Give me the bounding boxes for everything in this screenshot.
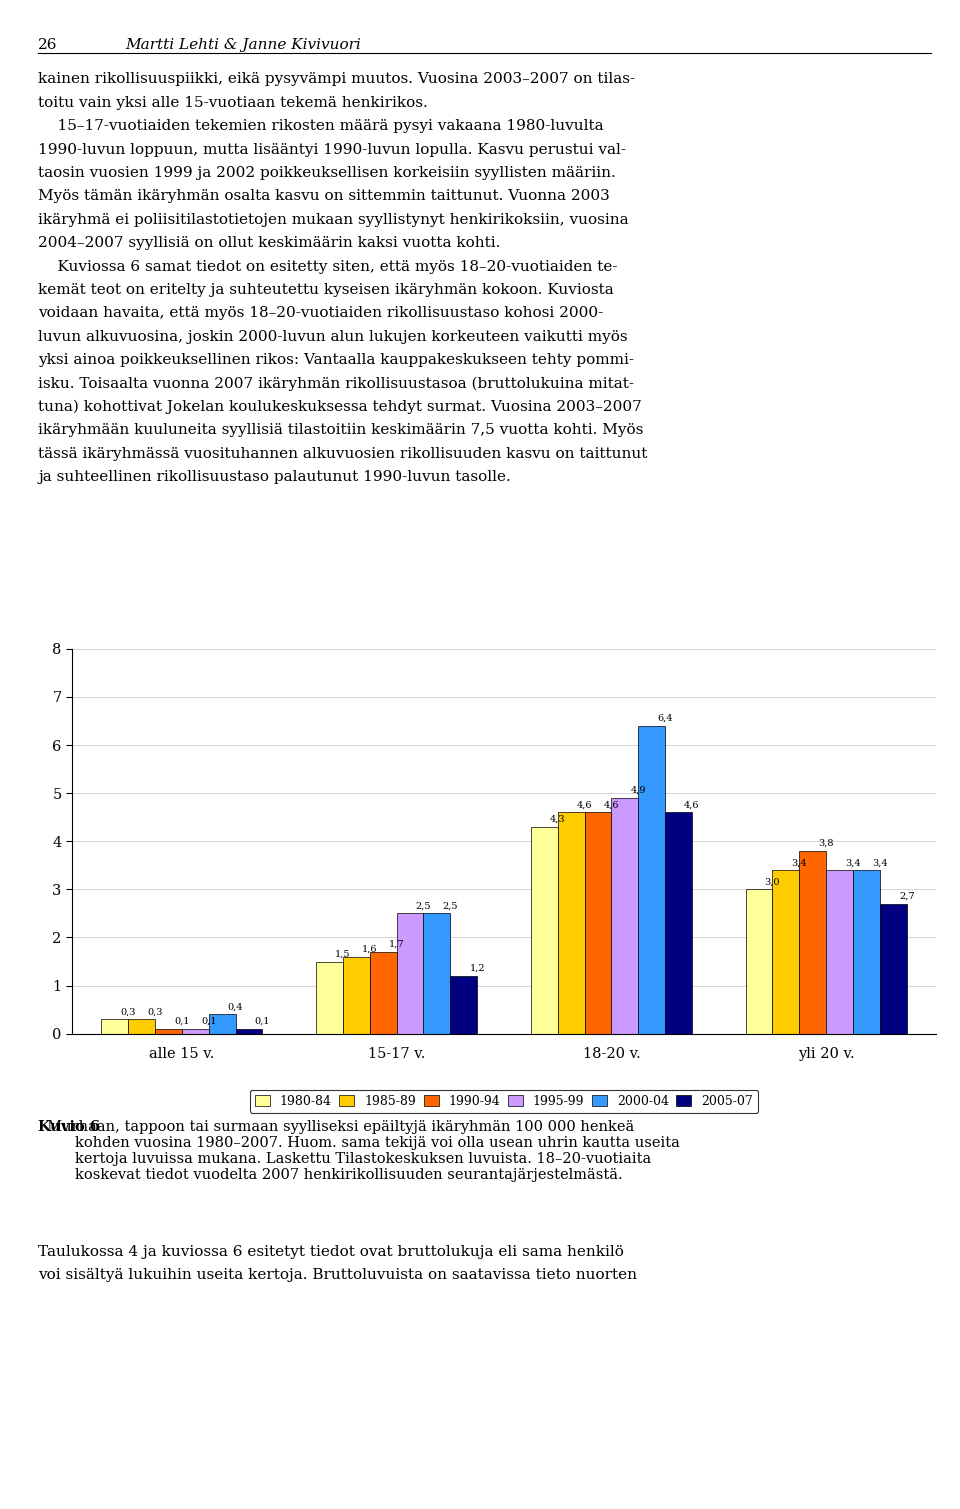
Bar: [155, 1029, 181, 1034]
Bar: [128, 1019, 155, 1034]
Text: tuna) kohottivat Jokelan koulukeskuksessa tehdyt surmat. Vuosina 2003–2007: tuna) kohottivat Jokelan koulukeskuksess…: [38, 400, 642, 415]
Bar: [396, 913, 423, 1034]
Text: yksi ainoa poikkeuksellinen rikos: Vantaalla kauppakeskukseen tehty pommi-: yksi ainoa poikkeuksellinen rikos: Vanta…: [38, 353, 635, 367]
Bar: [773, 871, 800, 1034]
Text: 1,2: 1,2: [469, 964, 485, 973]
Bar: [208, 1014, 235, 1034]
Text: 1990-luvun loppuun, mutta lisääntyi 1990-luvun lopulla. Kasvu perustui val-: 1990-luvun loppuun, mutta lisääntyi 1990…: [38, 143, 626, 157]
Bar: [638, 726, 665, 1034]
Legend: 1980-84, 1985-89, 1990-94, 1995-99, 2000-04, 2005-07: 1980-84, 1985-89, 1990-94, 1995-99, 2000…: [250, 1089, 758, 1114]
Text: toitu vain yksi alle 15-vuotiaan tekemä henkirikos.: toitu vain yksi alle 15-vuotiaan tekemä …: [38, 97, 428, 110]
Text: 1,6: 1,6: [362, 945, 377, 954]
Text: Kuvio 6: Kuvio 6: [38, 1120, 101, 1133]
Text: 4,9: 4,9: [631, 786, 646, 795]
Text: 2004–2007 syyllisiä on ollut keskimäärin kaksi vuotta kohti.: 2004–2007 syyllisiä on ollut keskimäärin…: [38, 237, 501, 250]
Text: ikäryhmä ei poliisitilastotietojen mukaan syyllistynyt henkirikoksiin, vuosina: ikäryhmä ei poliisitilastotietojen mukaa…: [38, 213, 629, 226]
Text: 3,4: 3,4: [872, 859, 888, 868]
Bar: [853, 871, 880, 1034]
Text: ikäryhmään kuuluneita syyllisiä tilastoitiin keskimäärin 7,5 vuotta kohti. Myös: ikäryhmään kuuluneita syyllisiä tilastoi…: [38, 423, 644, 438]
Bar: [558, 812, 585, 1034]
Text: 0,1: 0,1: [201, 1017, 216, 1026]
Bar: [316, 961, 343, 1034]
Bar: [450, 976, 477, 1034]
Text: 4,6: 4,6: [577, 800, 592, 809]
Text: 2,7: 2,7: [899, 892, 915, 901]
Text: 0,3: 0,3: [147, 1008, 163, 1017]
Text: Kuviossa 6 samat tiedot on esitetty siten, että myös 18–20-vuotiaiden te-: Kuviossa 6 samat tiedot on esitetty site…: [38, 260, 618, 273]
Text: 3,4: 3,4: [791, 859, 807, 868]
Text: voi sisältyä lukuihin useita kertoja. Bruttoluvuista on saatavissa tieto nuorten: voi sisältyä lukuihin useita kertoja. Br…: [38, 1268, 637, 1283]
Text: tässä ikäryhmässä vuosituhannen alkuvuosien rikollisuuden kasvu on taittunut: tässä ikäryhmässä vuosituhannen alkuvuos…: [38, 447, 648, 460]
Text: kainen rikollisuuspiikki, eikä pysyvämpi muutos. Vuosina 2003–2007 on tilas-: kainen rikollisuuspiikki, eikä pysyvämpi…: [38, 72, 636, 86]
Bar: [235, 1029, 262, 1034]
Text: taosin vuosien 1999 ja 2002 poikkeuksellisen korkeisiin syyllisten määriin.: taosin vuosien 1999 ja 2002 poikkeuksell…: [38, 166, 616, 180]
Text: 15–17-vuotiaiden tekemien rikosten määrä pysyi vakaana 1980-luvulta: 15–17-vuotiaiden tekemien rikosten määrä…: [38, 119, 604, 133]
Text: 2,5: 2,5: [443, 901, 458, 910]
Text: 3,4: 3,4: [845, 859, 861, 868]
Bar: [585, 812, 612, 1034]
Bar: [612, 798, 638, 1034]
Text: 4,6: 4,6: [604, 800, 619, 809]
Bar: [800, 851, 827, 1034]
Text: 6,4: 6,4: [658, 714, 673, 723]
Bar: [343, 957, 370, 1034]
Text: voidaan havaita, että myös 18–20-vuotiaiden rikollisuustaso kohosi 2000-: voidaan havaita, että myös 18–20-vuotiai…: [38, 306, 604, 320]
Text: 2,5: 2,5: [416, 901, 431, 910]
Text: 0,4: 0,4: [228, 1002, 243, 1011]
Bar: [423, 913, 450, 1034]
Bar: [181, 1029, 208, 1034]
Text: 1,7: 1,7: [389, 940, 404, 949]
Bar: [827, 871, 853, 1034]
Text: isku. Toisaalta vuonna 2007 ikäryhmän rikollisuustasoa (bruttolukuina mitat-: isku. Toisaalta vuonna 2007 ikäryhmän ri…: [38, 376, 635, 391]
Bar: [746, 889, 773, 1034]
Text: 0,1: 0,1: [174, 1017, 189, 1026]
Bar: [531, 827, 558, 1034]
Text: Taulukossa 4 ja kuviossa 6 esitetyt tiedot ovat bruttolukuja eli sama henkilö: Taulukossa 4 ja kuviossa 6 esitetyt tied…: [38, 1245, 624, 1259]
Text: ja suhteellinen rikollisuustaso palautunut 1990-luvun tasolle.: ja suhteellinen rikollisuustaso palautun…: [38, 471, 511, 484]
Text: 3,8: 3,8: [819, 839, 834, 848]
Bar: [665, 812, 692, 1034]
Text: 1,5: 1,5: [335, 949, 350, 958]
Text: kemät teot on eritelty ja suhteutettu kyseisen ikäryhmän kokoon. Kuviosta: kemät teot on eritelty ja suhteutettu ky…: [38, 284, 614, 297]
Text: luvun alkuvuosina, joskin 2000-luvun alun lukujen korkeuteen vaikutti myös: luvun alkuvuosina, joskin 2000-luvun alu…: [38, 330, 628, 344]
Text: 0,3: 0,3: [120, 1008, 136, 1017]
Text: Martti Lehti & Janne Kivivuori: Martti Lehti & Janne Kivivuori: [125, 38, 361, 51]
Text: Myös tämän ikäryhmän osalta kasvu on sittemmin taittunut. Vuonna 2003: Myös tämän ikäryhmän osalta kasvu on sit…: [38, 189, 611, 204]
Bar: [370, 952, 396, 1034]
Text: 26: 26: [38, 38, 58, 51]
Text: 3,0: 3,0: [765, 877, 780, 886]
Bar: [102, 1019, 128, 1034]
Bar: [880, 904, 906, 1034]
Text: 4,6: 4,6: [684, 800, 700, 809]
Text: 0,1: 0,1: [254, 1017, 270, 1026]
Text: Murhaan, tappoon tai surmaan syylliseksi epäiltyjä ikäryhmän 100 000 henkeä
    : Murhaan, tappoon tai surmaan syylliseksi…: [38, 1120, 681, 1182]
Text: 4,3: 4,3: [550, 815, 565, 824]
